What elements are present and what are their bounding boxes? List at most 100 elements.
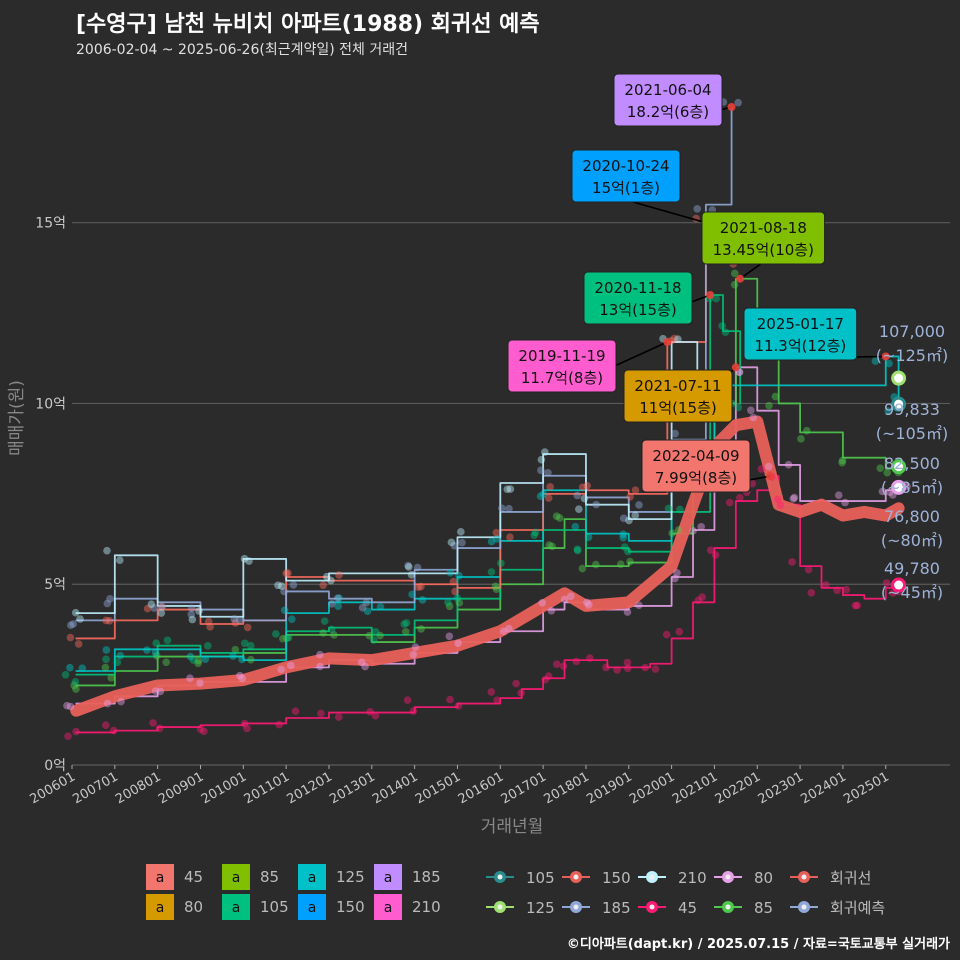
data-point-150 bbox=[66, 633, 75, 642]
data-point-80 bbox=[585, 600, 593, 609]
data-point-80 bbox=[583, 598, 591, 607]
x-tick-label: 200801 bbox=[113, 769, 163, 807]
data-point-150 bbox=[335, 571, 343, 579]
data-point-45 bbox=[334, 713, 343, 721]
data-point-80 bbox=[454, 639, 462, 648]
data-point-80 bbox=[445, 632, 454, 641]
data-point-80 bbox=[361, 662, 369, 671]
data-point-210 bbox=[327, 576, 335, 585]
data-point-150 bbox=[544, 494, 553, 502]
data-point-80 bbox=[784, 460, 793, 469]
data-point-185 bbox=[280, 587, 288, 596]
legend-fill-key bbox=[298, 894, 326, 920]
legend-fill-key bbox=[146, 864, 174, 890]
data-point-185 bbox=[498, 504, 506, 513]
data-point-85 bbox=[555, 514, 564, 522]
chart-subtitle: 2006-02-04 ~ 2025-06-26(최근계약일) 전체 거래건 bbox=[76, 42, 408, 58]
legend-fill-key bbox=[222, 864, 250, 890]
data-point-125 bbox=[151, 648, 160, 657]
data-point-105 bbox=[61, 671, 70, 679]
data-point-105 bbox=[400, 620, 409, 628]
data-point-80 bbox=[63, 701, 71, 710]
data-point-80 bbox=[764, 462, 773, 471]
data-point-185 bbox=[619, 514, 628, 523]
data-point-80 bbox=[671, 574, 679, 583]
data-point-85 bbox=[417, 625, 425, 633]
data-point-80 bbox=[286, 661, 295, 670]
data-point-125 bbox=[446, 568, 455, 577]
y-axis-label: 매매가(원) bbox=[7, 380, 27, 456]
data-point-85 bbox=[492, 585, 501, 593]
prediction-area: (~80㎡) bbox=[881, 531, 943, 550]
callout-point bbox=[766, 472, 775, 481]
data-point-105 bbox=[573, 545, 582, 554]
callout-point bbox=[727, 103, 736, 111]
callouts: 2021-06-04 18.2억(6층) 2020-10-24 15억(1층) 2021… bbox=[507, 73, 948, 602]
data-point-45 bbox=[512, 679, 520, 688]
data-point-85 bbox=[592, 560, 600, 569]
data-point-45 bbox=[517, 689, 525, 697]
data-point-210 bbox=[103, 546, 111, 555]
callout-date: 2022-04-09 bbox=[652, 447, 739, 465]
callout-price: 11.7억(8층) bbox=[521, 369, 603, 387]
data-point-105 bbox=[624, 547, 632, 556]
data-point-85 bbox=[194, 659, 202, 668]
data-point-210 bbox=[631, 511, 640, 520]
legend-fill-key bbox=[222, 894, 250, 920]
x-tick-label: 202301 bbox=[756, 769, 806, 807]
data-point-80 bbox=[789, 494, 798, 503]
data-point-80 bbox=[697, 522, 706, 531]
data-point-85 bbox=[231, 645, 240, 654]
data-point-85 bbox=[247, 655, 255, 664]
data-point-80 bbox=[689, 527, 697, 535]
callout-point bbox=[881, 352, 890, 361]
data-point-80 bbox=[277, 665, 285, 674]
data-point-125 bbox=[186, 652, 195, 661]
data-point-80 bbox=[499, 627, 508, 636]
data-point-105 bbox=[531, 528, 540, 537]
data-point-45 bbox=[623, 658, 632, 667]
x-tick-label: 201701 bbox=[499, 769, 549, 807]
data-point-125 bbox=[871, 357, 880, 365]
y-tick-label: 15억 bbox=[35, 216, 66, 232]
callout-box bbox=[613, 73, 723, 127]
data-point-45 bbox=[736, 493, 744, 502]
data-point-45 bbox=[371, 711, 380, 720]
data-point-185 bbox=[671, 429, 679, 438]
data-point-125 bbox=[102, 646, 111, 654]
data-point-125 bbox=[376, 602, 385, 611]
data-point-150 bbox=[631, 486, 640, 495]
data-point-105 bbox=[246, 641, 255, 650]
legend-line-dot-center bbox=[497, 874, 503, 880]
x-tick-label: 200601 bbox=[28, 769, 78, 807]
x-tick-label: 201401 bbox=[370, 769, 420, 807]
data-point-150 bbox=[417, 582, 425, 591]
data-point-85 bbox=[376, 631, 384, 640]
legend-fill-glyph: a bbox=[384, 870, 393, 886]
data-point-125 bbox=[619, 530, 628, 539]
data-point-45 bbox=[149, 719, 157, 727]
data-point-105 bbox=[712, 294, 720, 303]
data-point-210 bbox=[71, 608, 80, 617]
data-point-210 bbox=[404, 563, 413, 571]
legend-fill-label: 125 bbox=[336, 868, 365, 886]
credit-text: ©디아파트(dapt.kr) / 2025.07.15 / 자료=국토교통부 실… bbox=[566, 937, 950, 952]
data-point-125 bbox=[493, 535, 501, 543]
data-point-85 bbox=[101, 663, 110, 672]
y-tick-label: 5억 bbox=[44, 577, 66, 593]
data-point-150 bbox=[105, 616, 114, 625]
callout-box bbox=[743, 307, 858, 361]
data-point-210 bbox=[407, 570, 416, 579]
legend-fill-glyph: a bbox=[384, 900, 393, 916]
data-point-105 bbox=[497, 559, 505, 568]
data-point-210 bbox=[195, 607, 203, 615]
data-point-185 bbox=[505, 504, 513, 513]
data-point-45 bbox=[291, 707, 300, 716]
legend-line-label: 105 bbox=[526, 869, 555, 887]
data-point-85 bbox=[765, 401, 773, 410]
data-point-85 bbox=[616, 560, 625, 568]
x-tick-label: 200901 bbox=[156, 769, 206, 807]
data-point-105 bbox=[620, 543, 629, 551]
data-point-105 bbox=[734, 403, 743, 412]
data-point-185 bbox=[544, 468, 552, 477]
